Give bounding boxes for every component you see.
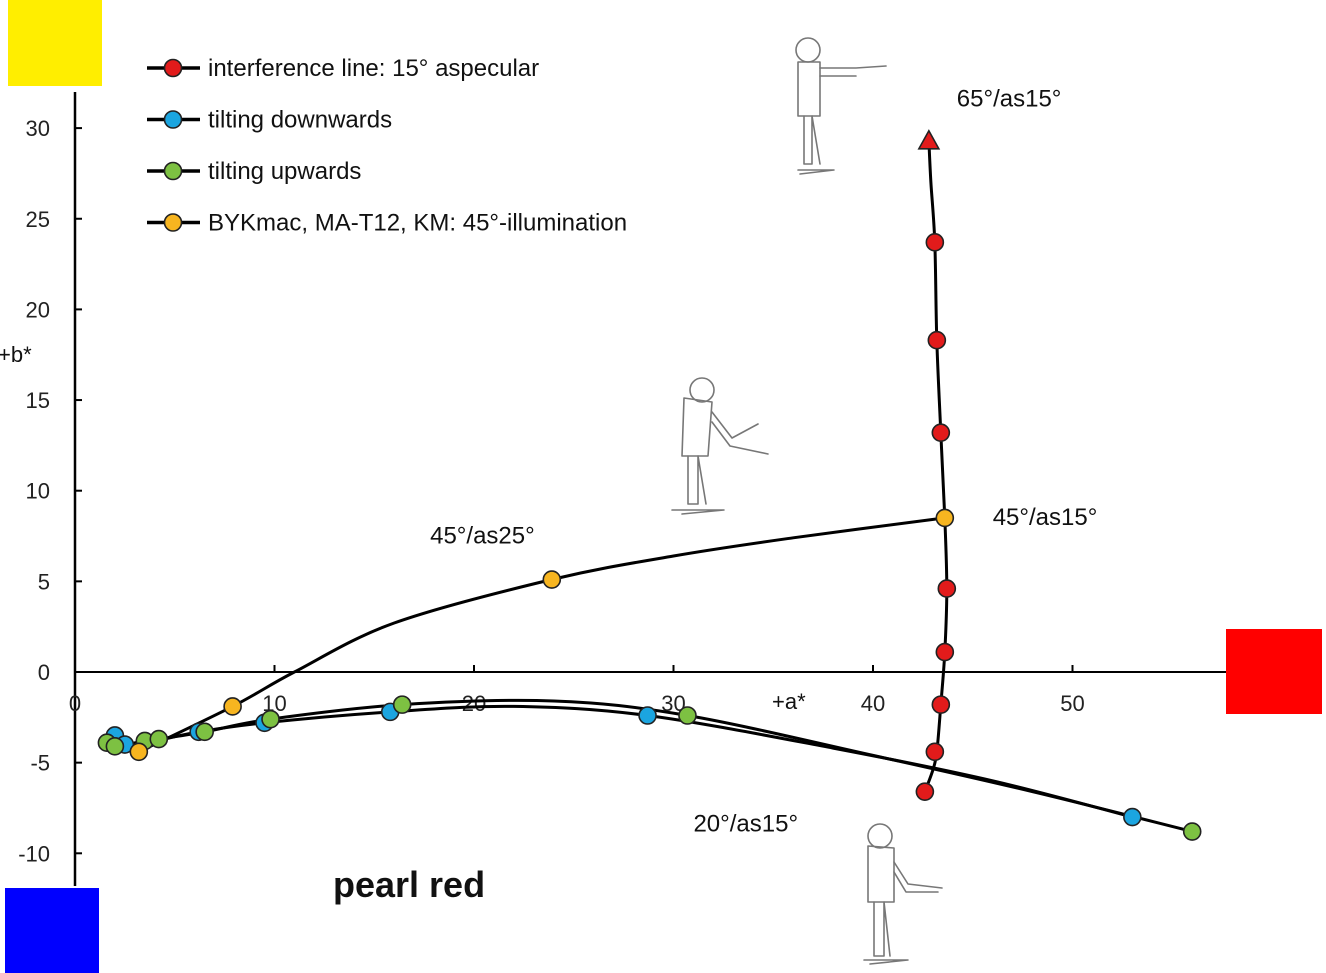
annotations: 65°/as15° 45°/as15° 45°/as25° 20°/as15°: [430, 85, 1097, 837]
annotation-label: 45°/as25°: [430, 522, 535, 549]
y-tick-label: 15: [26, 388, 50, 413]
data-point: [935, 508, 955, 528]
data-point: [542, 570, 562, 589]
blue-swatch: [5, 888, 99, 973]
data-point: [195, 722, 214, 742]
x-tick-label: 40: [861, 691, 885, 716]
legend-label: tilting downwards: [208, 107, 392, 134]
x-axis-label: +a*: [772, 689, 806, 714]
x-tick-label: 20: [462, 691, 486, 716]
y-tick-label: -5: [30, 751, 50, 776]
annotation-label: 45°/as15°: [993, 504, 1098, 531]
annotation-label: 20°/as15°: [693, 811, 798, 838]
annotation-label: 65°/as15°: [957, 85, 1062, 112]
data-point: [105, 737, 125, 756]
legend-label: interference line: 15° aspecular: [208, 55, 539, 82]
data-point: [392, 695, 412, 714]
data-point: [223, 697, 242, 716]
data-point: [925, 742, 945, 762]
series-line: [138, 516, 945, 754]
y-tick-label: 10: [26, 479, 50, 504]
legend: interference line: 15° aspecular tilting …: [147, 55, 627, 237]
data-point: [678, 706, 697, 725]
data-point: [638, 706, 657, 725]
series-markers: [97, 129, 1202, 841]
legend-marker: [163, 110, 183, 129]
data-point: [927, 330, 947, 350]
figure-20-icon: [863, 823, 943, 965]
chart-title: pearl red: [333, 864, 485, 905]
y-tick-label: 30: [26, 116, 50, 141]
data-point: [149, 729, 169, 749]
legend-marker: [163, 161, 183, 181]
legend-label: tilting upwards: [208, 158, 361, 185]
y-tick-label: 20: [26, 297, 50, 322]
yellow-swatch: [8, 0, 102, 86]
y-ticks: 30 25 20 15 10 5 0 -5 -10: [18, 116, 82, 866]
arrow-end-marker: [917, 129, 941, 150]
data-point: [935, 642, 955, 662]
x-tick-label: 50: [1060, 691, 1084, 716]
y-tick-label: -10: [18, 841, 50, 866]
red-swatch: [1226, 629, 1322, 714]
legend-label: BYKmac, MA-T12, KM: 45°-illumination: [208, 210, 627, 237]
data-point: [931, 695, 951, 714]
figure-65-icon: [795, 37, 887, 175]
data-point: [915, 782, 935, 801]
data-point: [261, 709, 280, 729]
y-tick-label: 0: [38, 660, 50, 685]
legend-marker: [163, 58, 183, 78]
data-point: [1182, 822, 1202, 841]
data-point: [1123, 807, 1142, 827]
axes: [73, 92, 1226, 886]
data-point: [925, 233, 945, 252]
figure-45-icon: [671, 377, 769, 515]
data-point: [129, 742, 149, 762]
x-tick-label: 0: [69, 691, 81, 716]
data-point: [931, 423, 951, 442]
y-axis-label: +b*: [0, 342, 32, 367]
data-point: [937, 579, 957, 598]
y-tick-label: 25: [26, 207, 50, 232]
legend-marker: [163, 213, 183, 232]
y-tick-label: 5: [38, 569, 50, 594]
